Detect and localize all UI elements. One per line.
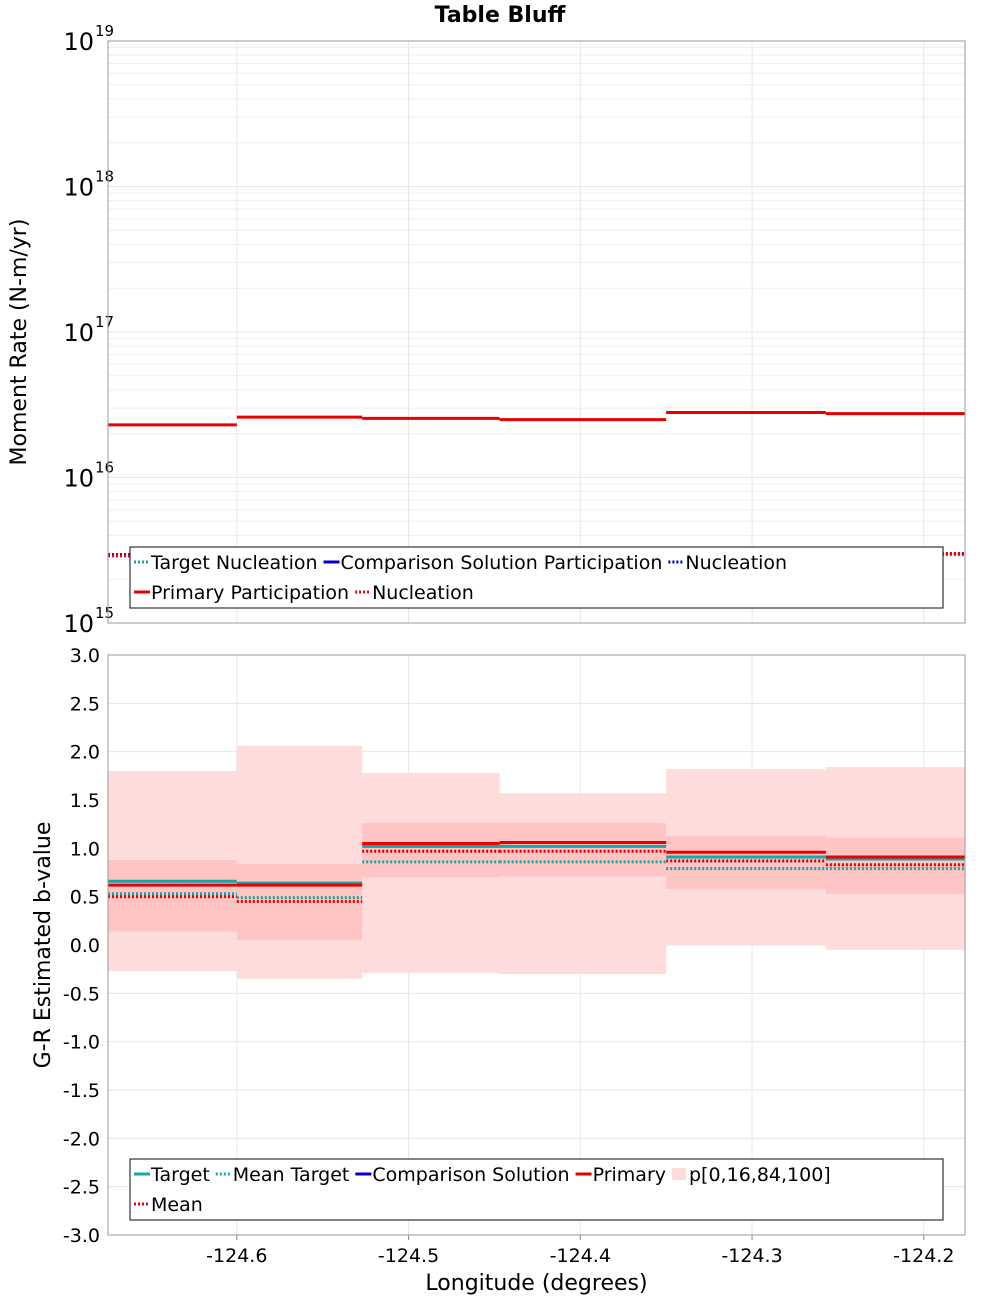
y-tick-label: 1.5 [70,790,100,812]
y-tick-label: 2.5 [70,693,100,715]
x-tick-label: -124.5 [378,1245,439,1267]
y-tick-label: 10 [63,610,94,638]
x-tick-label: -124.3 [721,1245,782,1267]
y-tick-exponent: 18 [95,168,114,186]
x-tick-label: -124.4 [550,1245,611,1267]
x-tick-label: -124.6 [206,1245,267,1267]
legend-box [129,546,944,609]
legend-label: Comparison Solution Participation [341,552,663,574]
x-tick-label: -124.2 [893,1245,954,1267]
y-tick-exponent: 19 [95,22,114,40]
plot-frame [107,654,966,1236]
percentile-band-inner [666,835,826,889]
y-axis-label: Moment Rate (N-m/yr) [7,219,32,466]
y-tick-label: -0.5 [63,983,100,1005]
y-tick-label: 2.0 [70,742,100,764]
legend-label: Comparison Solution [372,1164,569,1186]
legend-label: Target [150,1164,210,1186]
percentile-band-outer [499,793,667,974]
x-axis-label: Longitude (degrees) [425,1271,647,1296]
y-tick-exponent: 15 [95,604,114,622]
legend-label: Nucleation [372,582,474,604]
y-tick-label: 0.5 [70,887,100,909]
y-tick-label: -1.0 [63,1032,100,1054]
percentile-band-inner [499,823,667,877]
y-tick-label: 3.0 [70,645,100,667]
y-tick-label: 1.0 [70,838,100,860]
legend-label: Primary Participation [151,582,349,604]
percentile-band-outer [236,745,363,979]
legend: Target Mean Target Comparison Solution Prim… [129,1158,944,1221]
y-tick-label: -2.0 [63,1128,100,1150]
percentile-band-inner [236,863,363,941]
y-tick-label: 10 [63,28,94,56]
y-tick-label: 10 [63,465,94,493]
y-tick-label: -3.0 [63,1225,100,1247]
y-axis-label: G-R Estimated b-value [31,822,56,1069]
y-tick-label: 10 [63,174,94,202]
legend-label: Primary [593,1164,666,1186]
y-tick-label: -1.5 [63,1080,100,1102]
legend: Target Nucleation Comparison Solution Par… [129,546,944,609]
legend-label: Nucleation [685,552,787,574]
y-tick-exponent: 16 [95,459,114,477]
legend-label: Mean [151,1194,203,1216]
plot-frame [107,40,966,624]
legend-box [129,1158,944,1221]
b-value-panel: 3.0 2.5 2.0 1.5 1.0 0.5 0.0 -0.5 -1.0 -1.5 -2.0 -2.… [31,645,966,1296]
legend-label: p[0,16,84,100] [689,1164,831,1186]
chart-title: Table Bluff [435,3,567,28]
y-tick-label: -2.5 [63,1177,100,1199]
legend-label: Target Nucleation [150,552,318,574]
legend-label: Mean Target [233,1164,350,1186]
y-tick-label: 10 [63,319,94,347]
y-tick-label: 0.0 [70,935,100,957]
y-tick-exponent: 17 [95,313,114,331]
legend-swatch [672,1168,686,1180]
